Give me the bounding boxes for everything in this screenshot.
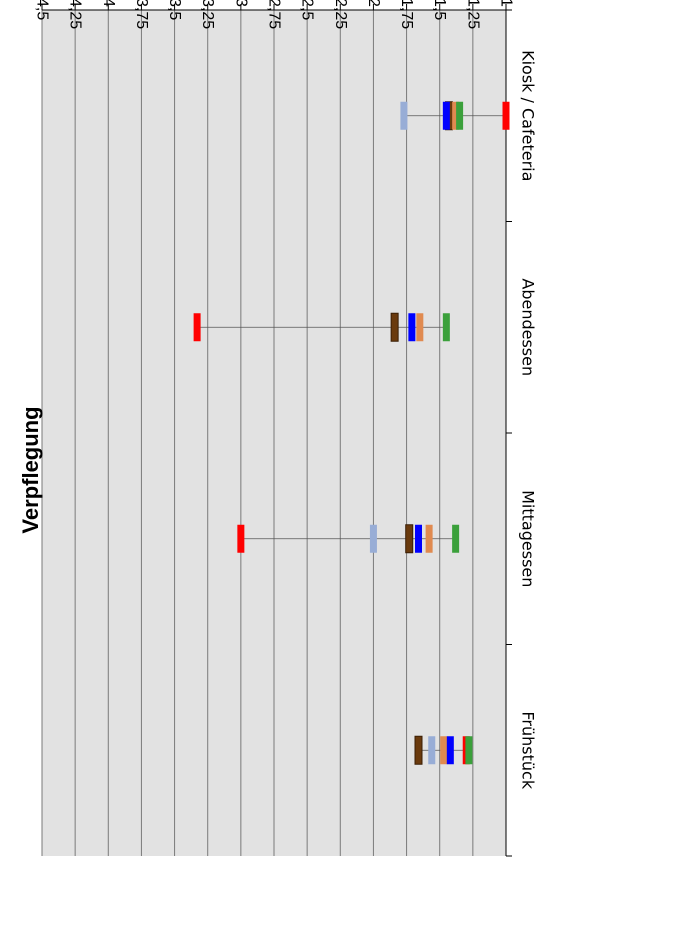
value-tick-label: 4,25: [67, 0, 84, 29]
value-tick-label: 1,25: [464, 0, 481, 29]
data-marker: [442, 101, 450, 130]
value-tick-label: 3,75: [133, 0, 150, 29]
rotated-chart-group: 11,251,51,7522,252,52,7533,253,53,7544,2…: [34, 0, 538, 857]
data-marker: [442, 313, 450, 342]
data-marker: [428, 736, 436, 765]
data-marker: [452, 524, 460, 553]
data-marker: [369, 524, 377, 553]
data-marker: [414, 735, 423, 765]
data-marker: [465, 736, 473, 765]
value-tick-label: 2,75: [266, 0, 283, 29]
value-axis: 11,251,51,7522,252,52,7533,253,53,7544,2…: [34, 0, 515, 29]
value-tick-label: 1,75: [398, 0, 415, 29]
data-marker: [400, 101, 408, 130]
data-marker: [446, 736, 454, 765]
value-tick-label: 3: [232, 0, 249, 7]
data-marker: [415, 524, 423, 553]
data-marker: [405, 524, 414, 554]
data-marker: [425, 524, 433, 553]
chart-title: Verpflegung: [18, 406, 43, 533]
category-label: Abendessen: [519, 278, 538, 376]
value-tick-label: 3,25: [199, 0, 216, 29]
data-marker: [416, 313, 424, 342]
data-marker: [193, 313, 201, 342]
data-marks: [193, 101, 510, 765]
category-axis: Frühstück Mittagessen Abendessen Kiosk / Ca…: [505, 9, 538, 857]
data-marker: [502, 101, 510, 130]
value-tick-label: 2: [365, 0, 382, 7]
data-marker: [440, 736, 448, 765]
data-marker: [408, 313, 416, 342]
data-marker: [390, 312, 399, 342]
category-label: Mittagessen: [519, 490, 538, 587]
data-marker: [237, 524, 245, 553]
value-tick-label: 4: [100, 0, 117, 7]
data-marker: [452, 101, 460, 130]
category-label: Kiosk / Cafeteria: [519, 50, 538, 181]
value-tick-label: 1: [498, 0, 515, 7]
value-tick-label: 2,25: [332, 0, 349, 29]
data-marker: [456, 101, 464, 130]
category-label: Frühstück: [519, 711, 538, 789]
gridlines: [41, 10, 507, 856]
